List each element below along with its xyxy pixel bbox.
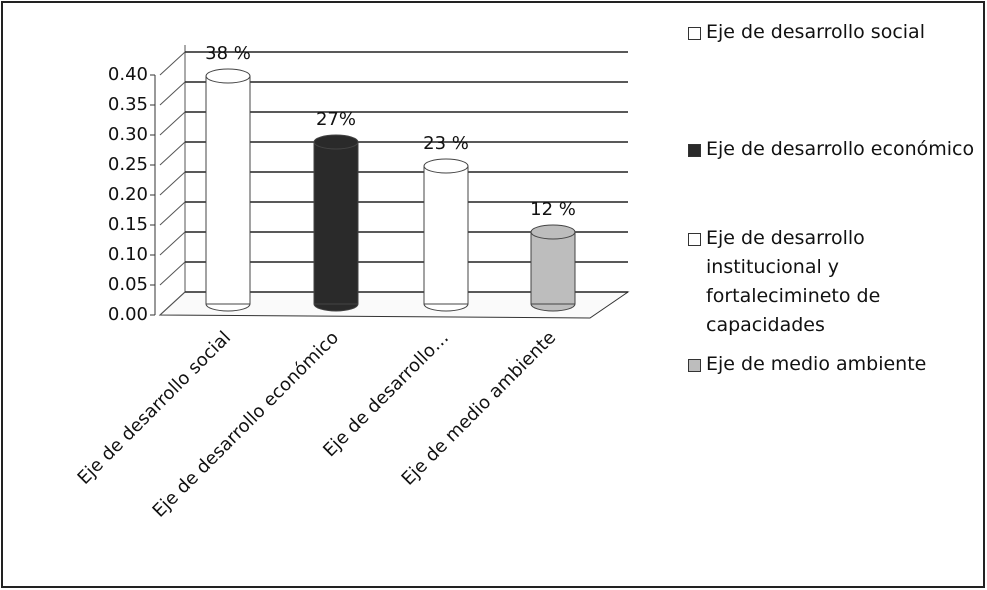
legend-label: Eje de desarrollo económico (706, 138, 975, 160)
grid-diagonal (159, 261, 186, 286)
legend: Eje de desarrollo social Eje de desarroll… (688, 18, 978, 379)
bar-top (313, 134, 359, 150)
grid-diagonal (159, 81, 186, 106)
value-label: 38 % (205, 43, 251, 64)
value-label: 12 % (530, 199, 576, 220)
legend-swatch (688, 144, 701, 157)
legend-label: Eje de desarrollo institucional y fortal… (706, 227, 881, 336)
y-tick-label: 0.10 (108, 244, 148, 265)
legend-item: Eje de desarrollo institucional y fortal… (688, 224, 978, 340)
y-tick-label: 0.05 (108, 274, 148, 295)
bar (313, 141, 359, 305)
legend-item: Eje de medio ambiente (688, 350, 978, 379)
y-tick-label: 0.15 (108, 214, 148, 235)
y-tick-label: 0.35 (108, 94, 148, 115)
y-tick-label: 0.20 (108, 184, 148, 205)
value-label: 27% (316, 109, 356, 130)
legend-swatch (688, 27, 701, 40)
bar-top (530, 224, 576, 240)
grid-diagonal (159, 141, 186, 166)
x-tick-label: Eje de desarrollo económico (149, 327, 343, 521)
grid-diagonal (159, 231, 186, 256)
y-tick-label: 0.25 (108, 154, 148, 175)
grid-diagonal (159, 171, 186, 196)
bar (423, 165, 469, 305)
legend-swatch (688, 233, 701, 246)
bar (530, 231, 576, 305)
grid-diagonal (159, 201, 186, 226)
y-tick-label: 0.00 (108, 304, 148, 325)
legend-item: Eje de desarrollo social (688, 18, 978, 47)
legend-item: Eje de desarrollo económico (688, 135, 978, 164)
legend-label: Eje de desarrollo social (706, 21, 925, 43)
legend-swatch (688, 359, 701, 372)
grid-diagonal (159, 291, 186, 316)
bar-top (205, 68, 251, 84)
grid-diagonal (159, 51, 186, 76)
y-tick-label: 0.30 (108, 124, 148, 145)
legend-label: Eje de medio ambiente (706, 353, 927, 375)
bar (205, 75, 251, 305)
value-label: 23 % (423, 133, 469, 154)
y-tick-label: 0.40 (108, 64, 148, 85)
grid-diagonal (159, 111, 186, 136)
bar-top (423, 158, 469, 174)
